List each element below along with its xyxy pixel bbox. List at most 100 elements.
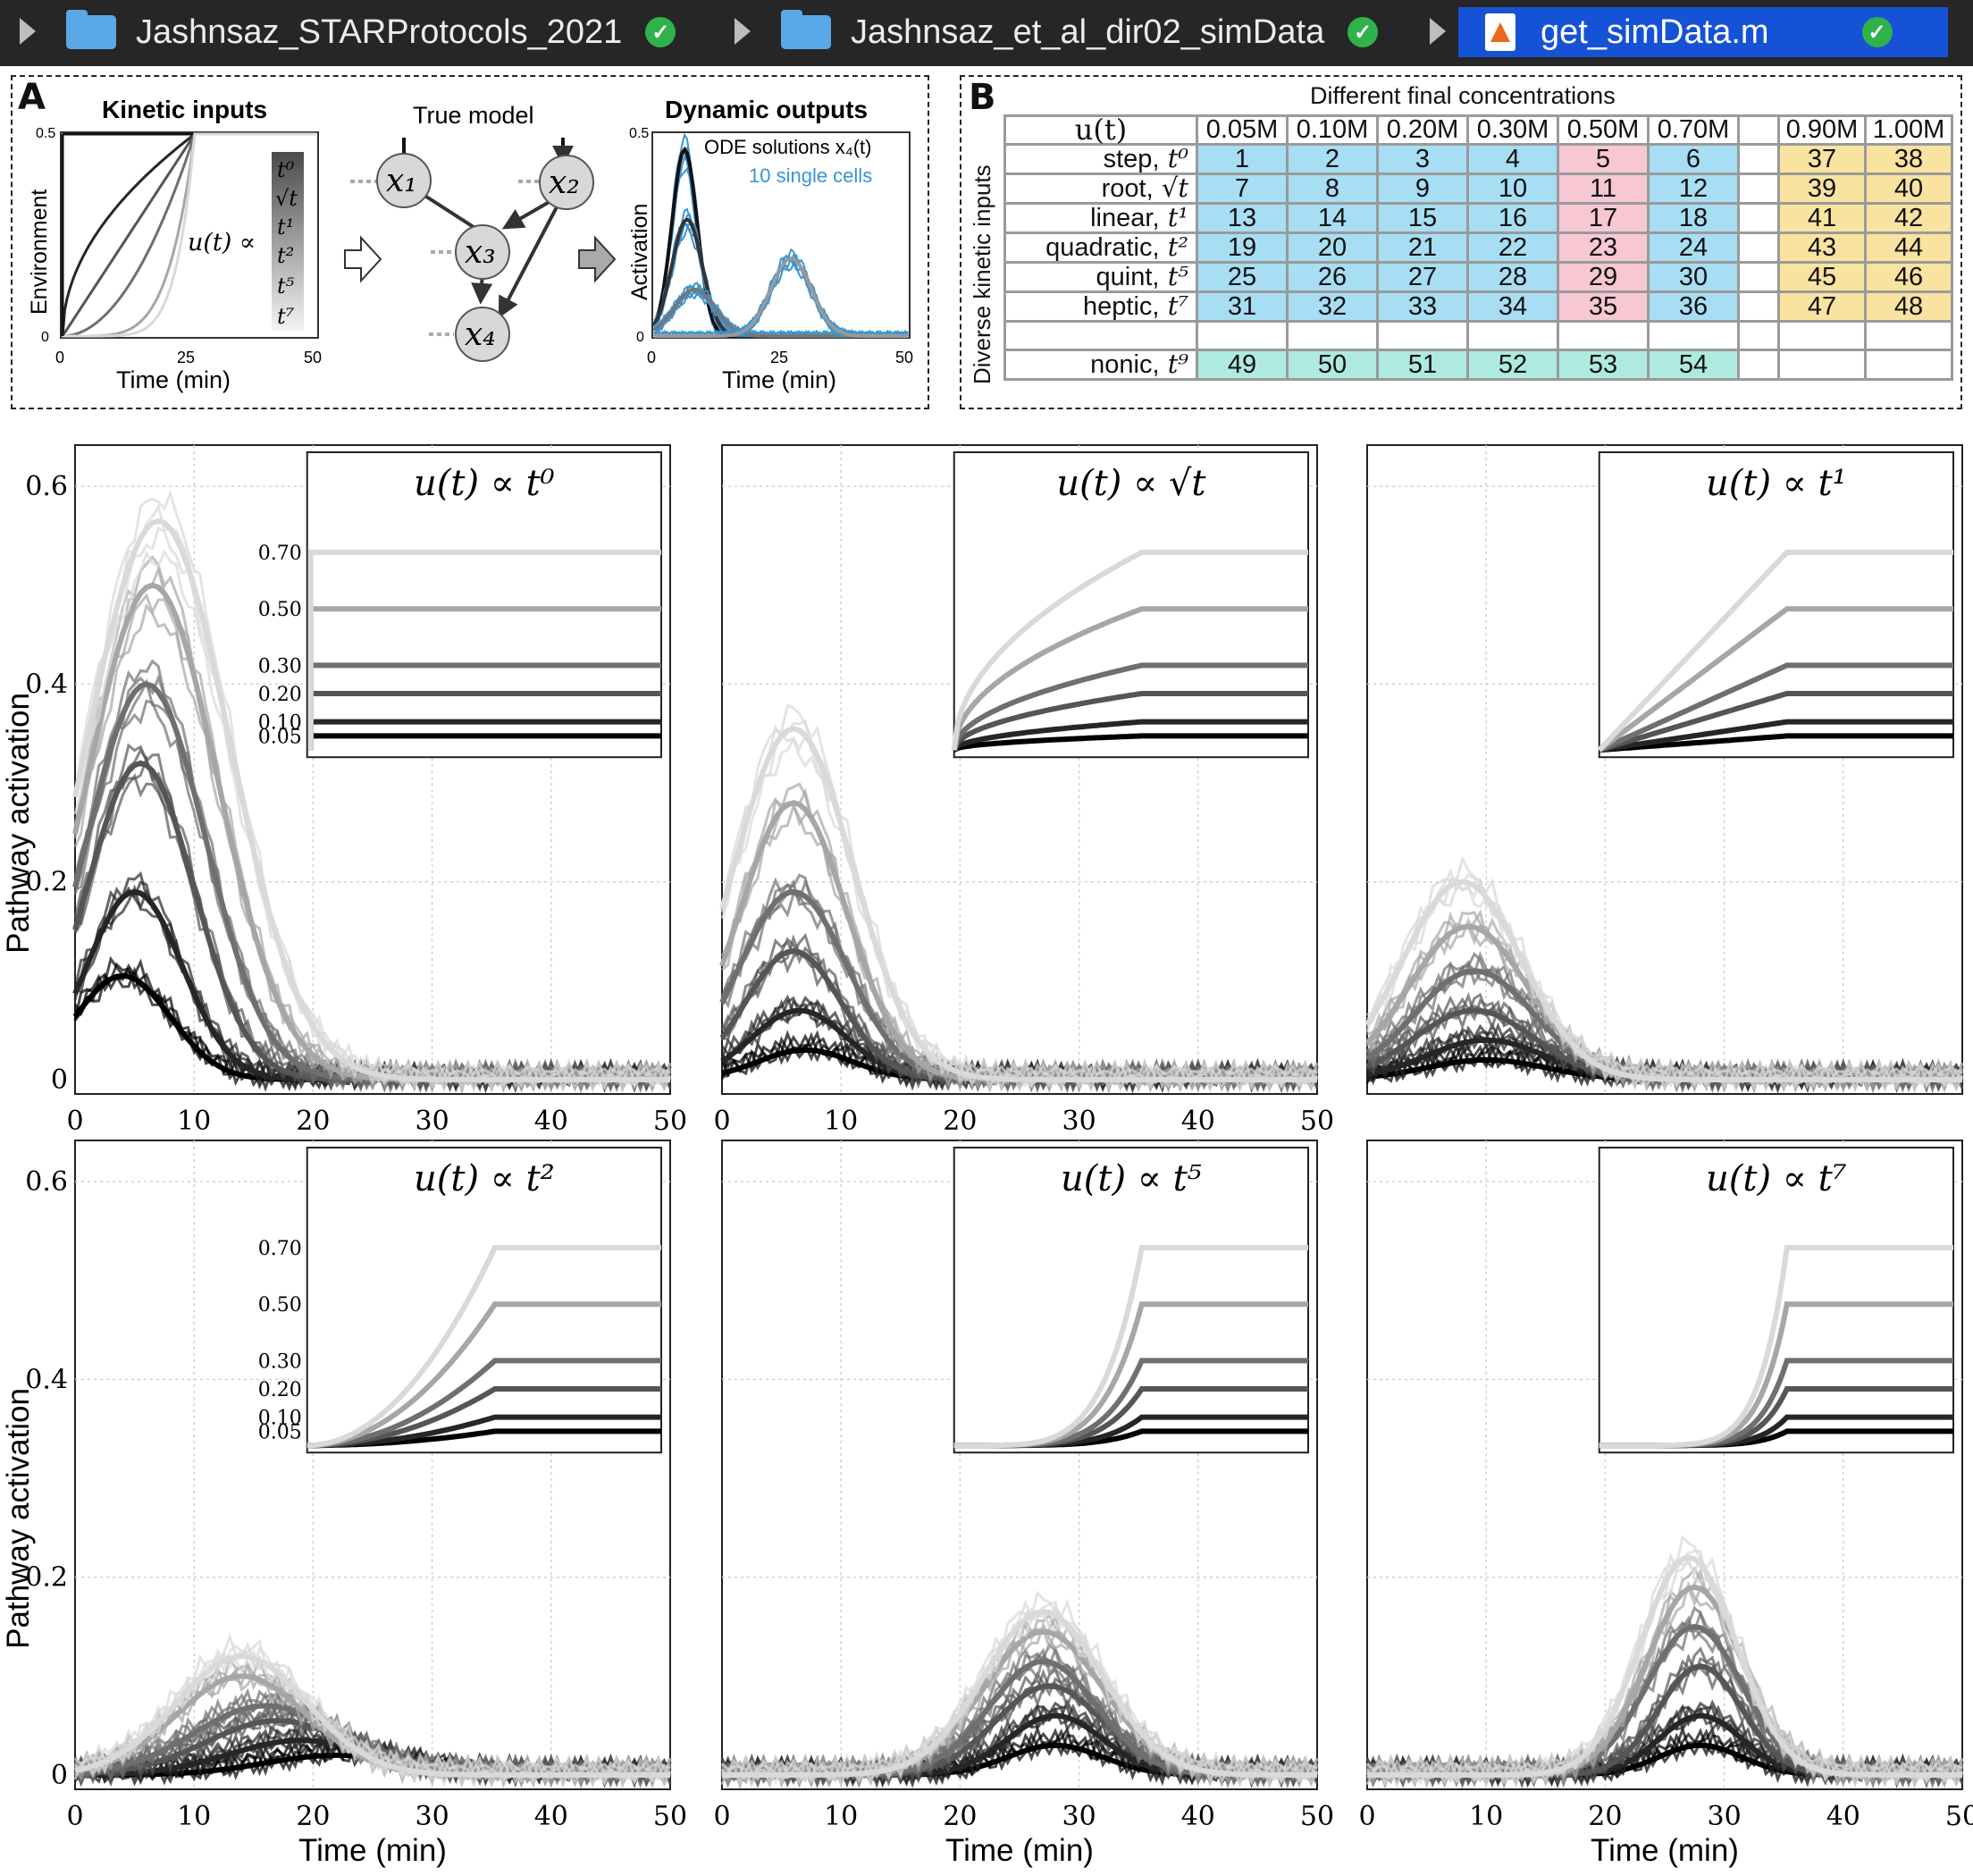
node-x2 [539, 155, 594, 210]
table-cell [1777, 320, 1867, 351]
x-tick-label: 40 [1181, 1106, 1215, 1137]
panel-b-frame [960, 75, 1962, 409]
table-cell: 40 [1864, 172, 1953, 205]
row-header: linear, t¹ [1003, 202, 1198, 234]
inset-level-label: 0.70 [258, 1238, 302, 1260]
series-0.70M [1364, 855, 1964, 1094]
row-exponent: √t [1153, 172, 1188, 203]
table-cell: 54 [1647, 349, 1740, 381]
row-exponent: t⁵ [1159, 261, 1188, 291]
inset-input-line [951, 662, 1309, 752]
y-axis-label: Pathway activation [1, 1388, 36, 1649]
row-name: step, [1103, 145, 1160, 173]
inset-title: u(t) ∝ t⁷ [1706, 1158, 1847, 1199]
table-cell: 31 [1196, 290, 1289, 323]
node-x3-label: x₃ [465, 234, 496, 271]
row-name: quint, [1096, 263, 1160, 291]
breadcrumb-item-simdata-folder[interactable]: Jashnsaz_et_al_dir02_simData ✓ [770, 7, 1379, 57]
panel-f-chart: 0 0.2 0.4 0.6 0 10 20 30 40 50 Time (min) Pathway a… [1, 1140, 687, 1868]
column-header: 0.20M [1376, 114, 1469, 146]
flow-arrow-icon [578, 235, 617, 283]
inset-level-label: 0.30 [258, 655, 302, 677]
row-exponent: t⁰ [1159, 143, 1188, 173]
inset-input-line [306, 1245, 662, 1449]
table-cell: 30 [1647, 261, 1740, 293]
row-name: linear, [1090, 204, 1160, 232]
kinetic-curves [61, 132, 316, 338]
table-cell: 3 [1376, 143, 1469, 175]
true-model-title: True model [413, 102, 534, 129]
table-cell [1286, 320, 1379, 351]
x-tick-label: 40 [534, 1801, 568, 1832]
inset-level-label: 0.20 [258, 684, 302, 706]
table-cell: 11 [1557, 172, 1650, 205]
inset-level-label: 0.10 [258, 1408, 302, 1430]
table-cell: 41 [1777, 202, 1867, 234]
grad-label-t2: t² [277, 243, 294, 268]
table-cell [1557, 320, 1650, 351]
inset-frame [306, 1147, 663, 1454]
experiment-table: u(t) 0.05M 0.10M 0.20M 0.30M 0.50M 0.70M 0.90M 1… [1003, 114, 1953, 381]
single-cells-label: 10 single cells [749, 164, 872, 187]
breadcrumb-bar: Jashnsaz_STARProtocols_2021 ✓ Jashnsaz_e… [0, 0, 1973, 66]
breadcrumb-item-file[interactable]: get_simData.m ✓ [1458, 7, 1948, 57]
table-cell [1737, 172, 1780, 205]
row-name: heptic, [1083, 292, 1160, 321]
check-circle-icon: ✓ [1861, 17, 1893, 47]
table-cell: 16 [1466, 202, 1559, 234]
table-cell: 43 [1777, 231, 1867, 264]
table-corner-cell: u(t) [1003, 114, 1198, 146]
dynamic-outputs-title: Dynamic outputs [665, 96, 868, 123]
inset-input-line [953, 733, 1309, 753]
x-tick-label: 40 [1826, 1801, 1860, 1832]
table-cell: 47 [1777, 290, 1867, 323]
table-cell: 48 [1864, 290, 1953, 323]
kinetic-curve [61, 132, 316, 337]
table-cell: 38 [1864, 143, 1953, 175]
series-0.70M [720, 1590, 1319, 1789]
table-cell: 39 [1777, 172, 1867, 205]
x-tick-label: 10 [177, 1106, 211, 1137]
table-cell: 24 [1647, 231, 1740, 264]
ode-mean-line [722, 1609, 1317, 1778]
inset-input-line [1599, 1245, 1954, 1449]
table-cell [1647, 320, 1740, 351]
row-header: root, √t [1003, 172, 1198, 205]
x-axis-label: Time (min) [1591, 1833, 1739, 1868]
inset-input-line [1598, 690, 1954, 753]
kin-ytick-0: 0 [41, 330, 49, 345]
kinetic-axes [60, 131, 319, 339]
panel-g-chart: 0 10 20 30 40 50 Time (min) u(t) ∝ t⁵ [713, 1140, 1334, 1868]
table-cell [1737, 320, 1780, 351]
x-tick-label: 0 [1358, 1801, 1375, 1832]
dyn-xtick-0: 0 [647, 349, 656, 366]
x-tick-label: 20 [296, 1106, 330, 1137]
inset-input-profile: u(t) ∝ t¹ [1597, 451, 1955, 759]
flow-arrow-icon [344, 235, 382, 283]
table-cell: 9 [1376, 172, 1469, 205]
row-exponent: t¹ [1159, 202, 1188, 232]
column-header: 0.70M [1647, 114, 1740, 146]
dynamic-curves [652, 132, 909, 338]
kinetic-curve [61, 132, 316, 337]
x-tick-label: 50 [653, 1801, 687, 1832]
expand-arrow-icon[interactable] [20, 18, 36, 45]
row-header: quadratic, t² [1003, 231, 1198, 264]
x-tick-label: 10 [1469, 1801, 1503, 1832]
inset-title: u(t) ∝ t⁰ [414, 463, 555, 504]
breadcrumb-label: get_simData.m [1541, 13, 1769, 51]
table-cell [1737, 349, 1780, 381]
table-cell: 20 [1286, 231, 1379, 264]
series-0.70M [72, 489, 672, 1094]
x-tick-label: 50 [1945, 1801, 1973, 1832]
table-cell: 35 [1557, 290, 1650, 323]
inset-level-label: 0.05 [258, 726, 302, 748]
inset-input-line [1597, 550, 1954, 753]
row-name: root, [1101, 174, 1154, 203]
inset-level-label: 0.50 [258, 1294, 302, 1317]
breadcrumb-item-root-folder[interactable]: Jashnsaz_STARProtocols_2021 ✓ [55, 7, 676, 57]
x-tick-label: 30 [1062, 1106, 1096, 1137]
table-cell: 32 [1286, 290, 1379, 323]
table-cell: 2 [1286, 143, 1379, 175]
